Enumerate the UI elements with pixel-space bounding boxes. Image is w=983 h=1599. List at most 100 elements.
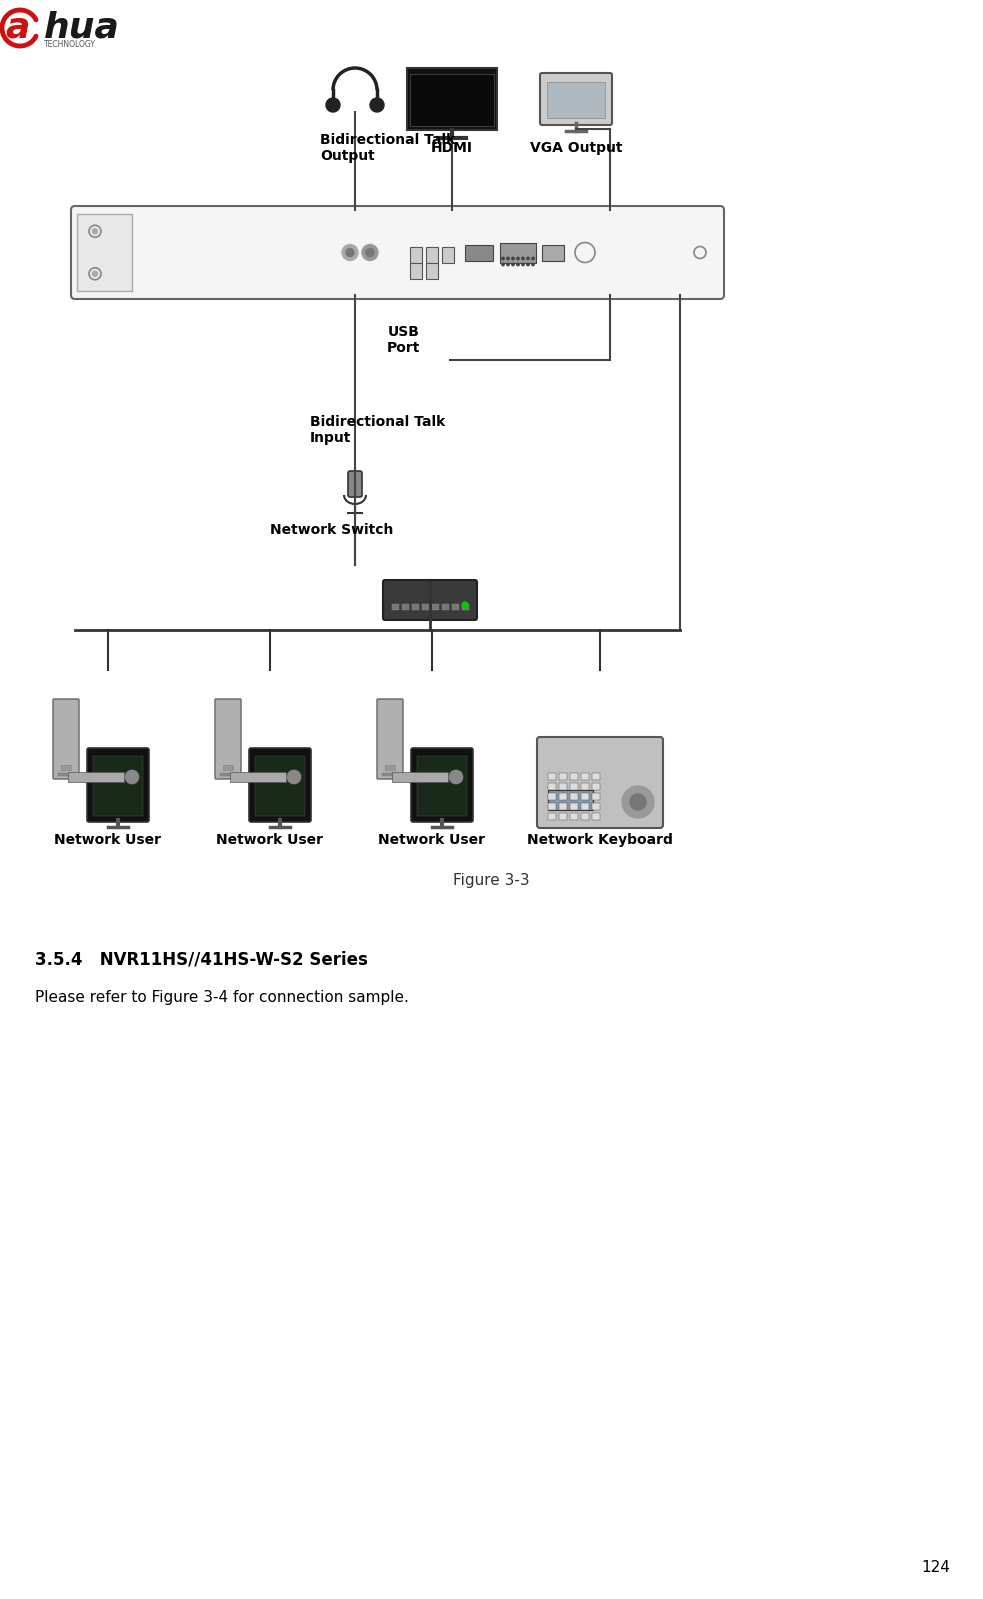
FancyBboxPatch shape <box>411 748 473 822</box>
Bar <box>385 764 395 771</box>
Circle shape <box>326 98 340 112</box>
Bar <box>462 604 469 609</box>
Text: Network User: Network User <box>378 833 486 847</box>
Bar <box>570 812 578 820</box>
Circle shape <box>507 264 509 265</box>
Text: Network User: Network User <box>54 833 161 847</box>
Circle shape <box>462 601 468 608</box>
Circle shape <box>342 245 358 261</box>
Circle shape <box>366 248 374 256</box>
Bar <box>220 772 236 776</box>
Text: VGA Output: VGA Output <box>530 141 622 155</box>
Circle shape <box>92 272 97 277</box>
Circle shape <box>630 795 646 811</box>
Text: a: a <box>6 10 30 45</box>
Bar <box>548 803 556 811</box>
Circle shape <box>527 264 529 265</box>
Text: 124: 124 <box>921 1561 950 1575</box>
Bar <box>542 245 564 261</box>
Bar <box>570 793 578 800</box>
Bar <box>559 812 567 820</box>
FancyBboxPatch shape <box>348 472 362 497</box>
Circle shape <box>532 257 534 259</box>
FancyBboxPatch shape <box>215 699 241 779</box>
Bar <box>559 793 567 800</box>
Bar <box>592 803 600 811</box>
Bar <box>559 784 567 790</box>
Bar <box>392 604 399 609</box>
Circle shape <box>527 257 529 259</box>
Circle shape <box>622 787 654 819</box>
Circle shape <box>522 257 524 259</box>
Bar <box>442 604 449 609</box>
Bar <box>581 803 589 811</box>
Bar <box>422 604 429 609</box>
FancyBboxPatch shape <box>87 748 149 822</box>
Bar <box>548 772 556 780</box>
Bar <box>559 772 567 780</box>
Bar <box>452 604 459 609</box>
Circle shape <box>532 264 534 265</box>
Bar <box>392 772 448 782</box>
Text: Please refer to Figure 3-4 for connection sample.: Please refer to Figure 3-4 for connectio… <box>35 990 409 1006</box>
Text: HDMI: HDMI <box>431 141 473 155</box>
Bar <box>465 245 493 261</box>
FancyBboxPatch shape <box>540 74 612 125</box>
Bar <box>570 803 578 811</box>
Circle shape <box>517 257 519 259</box>
Text: Figure 3-3: Figure 3-3 <box>453 873 529 887</box>
Circle shape <box>362 245 378 261</box>
Bar <box>410 262 422 278</box>
Circle shape <box>449 771 463 784</box>
Bar <box>407 69 497 130</box>
Circle shape <box>125 771 139 784</box>
FancyBboxPatch shape <box>249 748 311 822</box>
Circle shape <box>522 264 524 265</box>
FancyBboxPatch shape <box>71 206 724 299</box>
Text: TECHNOLOGY: TECHNOLOGY <box>44 40 96 48</box>
Bar <box>77 214 132 291</box>
Bar <box>68 772 124 782</box>
Bar <box>410 74 494 126</box>
Bar <box>223 764 233 771</box>
Bar <box>592 812 600 820</box>
Text: 3.5.4   NVR11HS//41HS-W-S2 Series: 3.5.4 NVR11HS//41HS-W-S2 Series <box>35 950 368 967</box>
Text: Bidirectional Talk
Output: Bidirectional Talk Output <box>320 133 455 163</box>
Circle shape <box>501 264 504 265</box>
Bar <box>426 246 438 262</box>
Bar <box>581 772 589 780</box>
Bar <box>412 604 419 609</box>
Text: hua: hua <box>44 10 120 45</box>
Circle shape <box>512 264 514 265</box>
Circle shape <box>507 257 509 259</box>
Bar <box>592 784 600 790</box>
Bar <box>581 812 589 820</box>
Bar <box>382 772 398 776</box>
Circle shape <box>501 257 504 259</box>
Text: USB
Port: USB Port <box>386 325 420 355</box>
Circle shape <box>512 257 514 259</box>
Bar <box>93 756 143 815</box>
FancyBboxPatch shape <box>53 699 79 779</box>
Bar <box>592 793 600 800</box>
Bar <box>255 756 305 815</box>
Text: Network Keyboard: Network Keyboard <box>527 833 673 847</box>
Bar <box>548 793 556 800</box>
FancyBboxPatch shape <box>377 699 403 779</box>
FancyBboxPatch shape <box>383 580 477 620</box>
Bar <box>570 772 578 780</box>
Bar <box>432 604 439 609</box>
Bar <box>58 772 74 776</box>
Text: Network Switch: Network Switch <box>270 523 393 537</box>
Bar <box>500 243 536 262</box>
Bar <box>570 784 578 790</box>
Bar <box>417 756 467 815</box>
Bar <box>592 772 600 780</box>
Circle shape <box>346 248 354 256</box>
Bar <box>548 784 556 790</box>
Bar <box>548 812 556 820</box>
Circle shape <box>92 229 97 233</box>
Bar <box>402 604 409 609</box>
Bar <box>230 772 286 782</box>
Text: Network User: Network User <box>216 833 323 847</box>
